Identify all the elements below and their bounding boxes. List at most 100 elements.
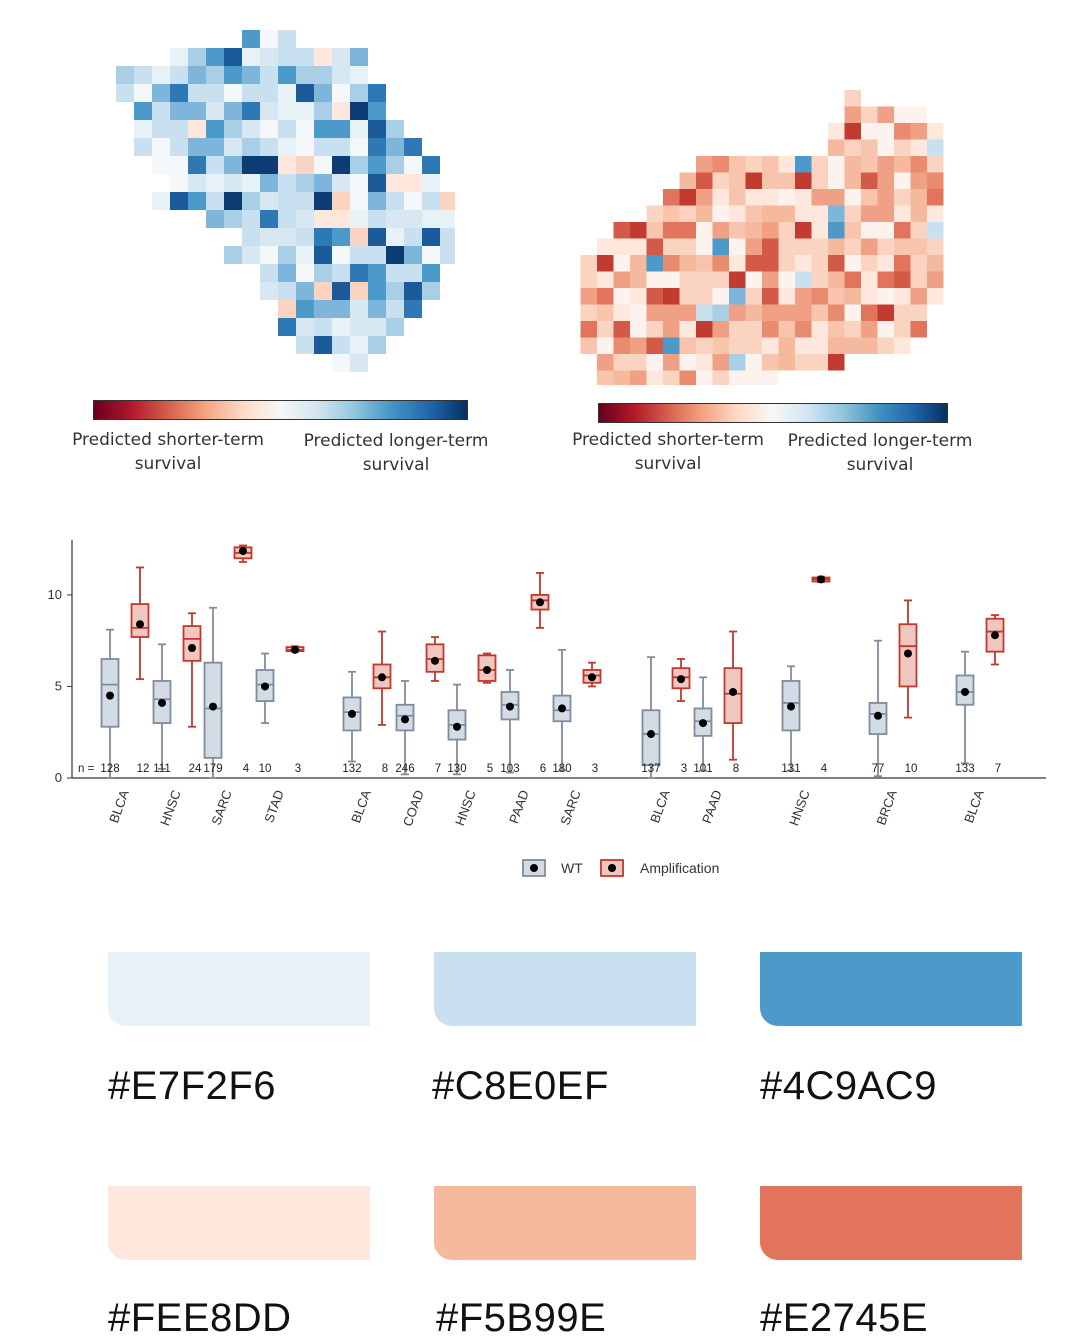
heatmap-right-cell xyxy=(861,139,878,156)
heatmap-left-cell xyxy=(386,120,404,138)
heatmap-left-cell xyxy=(188,120,206,138)
heatmap-right-cell xyxy=(663,189,680,206)
heatmap-left-cell xyxy=(386,138,404,156)
heatmap-left-cell xyxy=(386,264,404,282)
heatmap-right-cell xyxy=(663,321,680,338)
heatmap-right-cell xyxy=(910,139,927,156)
heatmap-left-cell xyxy=(242,84,260,102)
heatmap-left-cell xyxy=(368,156,386,174)
heatmap-left-cell xyxy=(224,210,242,228)
heatmap-left-cell xyxy=(152,156,170,174)
heatmap-right-cell xyxy=(811,222,828,239)
heatmap-left-cell xyxy=(296,336,314,354)
heatmap-left-cell xyxy=(278,30,296,48)
heatmap-left-cell xyxy=(206,120,224,138)
heatmap-left-cell xyxy=(278,318,296,336)
n-label-wt: 128 xyxy=(100,763,119,775)
heatmap-left-cell xyxy=(386,174,404,192)
heatmap-right-cell xyxy=(663,238,680,255)
heatmap-left-cell xyxy=(314,318,332,336)
heatmap-right-cell xyxy=(762,271,779,288)
heatmap-left-cell xyxy=(206,210,224,228)
heatmap-right-cell xyxy=(828,354,845,371)
heatmap-left-cell xyxy=(386,156,404,174)
heatmap-right-cell xyxy=(894,172,911,189)
swatch-6-label: #E2745E xyxy=(760,1296,929,1340)
heatmap-right-cell xyxy=(597,238,614,255)
colorbar-left-high-label: Predicted longer-term survival xyxy=(303,431,489,475)
heatmap-right-cell xyxy=(729,205,746,222)
n-label-amp: 24 xyxy=(189,763,202,775)
heatmap-left-cell xyxy=(332,102,350,120)
heatmap-right-cell xyxy=(712,370,729,385)
mean-marker xyxy=(677,675,685,684)
heatmap-right-cell xyxy=(844,172,861,189)
heatmap-left-cell xyxy=(224,102,242,120)
mean-marker xyxy=(874,711,882,720)
heatmap-right-cell xyxy=(910,255,927,272)
heatmap-right-cell xyxy=(877,222,894,239)
heatmap-right-cell xyxy=(696,354,713,371)
heatmap-left-cell xyxy=(350,48,368,66)
heatmap-left-cell xyxy=(206,102,224,120)
heatmap-right-cell xyxy=(877,172,894,189)
heatmap-left-cell xyxy=(350,336,368,354)
box-wt xyxy=(693,676,713,772)
heatmap-right-cell xyxy=(778,337,795,354)
heatmap-right-cell xyxy=(696,172,713,189)
heatmap-left-cell xyxy=(404,300,422,318)
heatmap-left-cell xyxy=(332,264,350,282)
n-label-amp: 6 xyxy=(540,763,546,775)
mean-marker xyxy=(483,665,491,674)
box-amplification xyxy=(985,614,1005,666)
mean-marker xyxy=(588,673,596,682)
heatmap-left-cell xyxy=(278,156,296,174)
heatmap-right-cell xyxy=(795,354,812,371)
heatmap-left-cell xyxy=(350,228,368,246)
heatmap-right-cell xyxy=(877,337,894,354)
heatmap-right-cell xyxy=(844,106,861,123)
heatmap-right-cell xyxy=(696,321,713,338)
heatmap-left-cell xyxy=(368,318,386,336)
heatmap-right-cell xyxy=(877,271,894,288)
heatmap-left-cell xyxy=(332,156,350,174)
heatmap-left-cell xyxy=(224,84,242,102)
heatmap-right-cell xyxy=(696,205,713,222)
heatmap-right-cell xyxy=(811,205,828,222)
heatmap-right-cell xyxy=(613,370,630,385)
heatmap-left-cell xyxy=(152,102,170,120)
heatmap-left-cell xyxy=(224,192,242,210)
heatmap-left-cell xyxy=(422,156,440,174)
heatmap-right-cell xyxy=(844,238,861,255)
heatmap-left-cell xyxy=(404,192,422,210)
box-amplification xyxy=(425,636,445,682)
heatmap-left-cell xyxy=(152,66,170,84)
heatmap-right-cell xyxy=(778,271,795,288)
heatmap-right-cell xyxy=(811,288,828,305)
heatmap-left-cell xyxy=(188,138,206,156)
heatmap-right-cell xyxy=(597,337,614,354)
heatmap-left-cell xyxy=(386,228,404,246)
n-label-wt: 101 xyxy=(693,763,712,775)
heatmap-right-cell xyxy=(861,271,878,288)
x-tick-label: COAD xyxy=(400,788,427,828)
heatmap-left-cell xyxy=(296,174,314,192)
heatmap-right-cell xyxy=(580,255,597,272)
n-label-amp: 8 xyxy=(382,763,388,775)
heatmap-right-cell xyxy=(910,189,927,206)
box-wt xyxy=(500,669,520,774)
heatmap-right-cell xyxy=(861,222,878,239)
heatmap-left-cell xyxy=(278,138,296,156)
heatmap-left-cell xyxy=(350,300,368,318)
heatmap-right-cell xyxy=(613,321,630,338)
heatmap-left-cell xyxy=(368,84,386,102)
heatmap-right-cell xyxy=(745,304,762,321)
heatmap-left-cell xyxy=(386,192,404,210)
heatmap-left-cell xyxy=(368,120,386,138)
n-label-amp: 12 xyxy=(137,763,150,775)
heatmap-left-cell xyxy=(368,192,386,210)
heatmap-left-cell xyxy=(242,48,260,66)
heatmap-left-cell xyxy=(332,210,350,228)
heatmap-right-cell xyxy=(745,321,762,338)
